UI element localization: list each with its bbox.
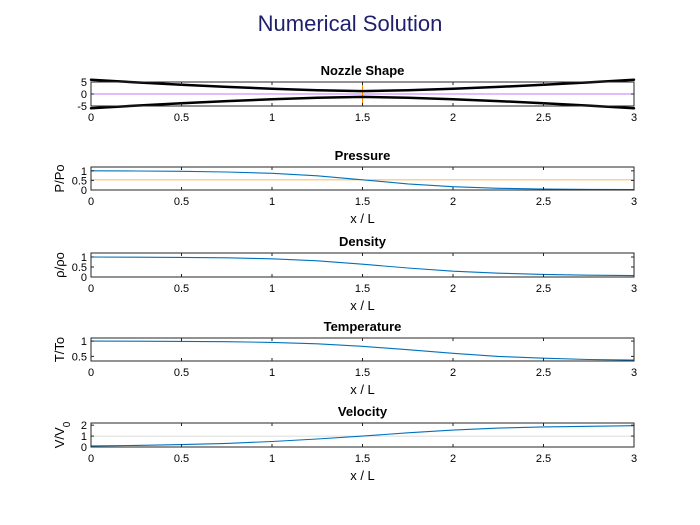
x-tick-label: 3 — [631, 453, 637, 465]
y-axis-label: P/Po — [52, 164, 67, 192]
x-tick-label: 1.5 — [355, 112, 370, 124]
x-tick-label: 0.5 — [174, 453, 189, 465]
y-tick-label: 0 — [81, 89, 87, 101]
plot-area — [91, 253, 634, 277]
subplot-title: Pressure — [335, 148, 391, 163]
x-axis-label: x / L — [350, 468, 375, 483]
y-tick-label: 1 — [81, 431, 87, 443]
x-tick-label: 2.5 — [536, 196, 551, 208]
y-axis-label: ρ/ρo — [52, 252, 67, 278]
x-tick-label: 1 — [269, 196, 275, 208]
subplot-title: Temperature — [324, 319, 402, 334]
x-tick-label: 0.5 — [174, 367, 189, 379]
y-tick-label: 0 — [81, 442, 87, 454]
figure-title: Numerical Solution — [258, 11, 443, 36]
x-tick-label: 0 — [88, 283, 94, 295]
y-tick-label: 5 — [81, 77, 87, 89]
x-tick-label: 3 — [631, 367, 637, 379]
subplot-title: Nozzle Shape — [321, 63, 405, 78]
y-tick-label: 0.5 — [72, 351, 87, 363]
x-tick-label: 1 — [269, 112, 275, 124]
x-axis-label: x / L — [350, 298, 375, 313]
x-tick-label: 2.5 — [536, 453, 551, 465]
x-tick-label: 1 — [269, 283, 275, 295]
x-tick-label: 1.5 — [355, 367, 370, 379]
y-axis-label: V/V0 — [52, 421, 73, 448]
x-tick-label: 2.5 — [536, 112, 551, 124]
x-tick-label: 0 — [88, 196, 94, 208]
y-tick-label: 0.5 — [72, 175, 87, 187]
x-tick-label: 0.5 — [174, 196, 189, 208]
y-tick-label: 0.5 — [72, 262, 87, 274]
x-tick-label: 2 — [450, 196, 456, 208]
x-tick-label: 3 — [631, 283, 637, 295]
x-tick-label: 0.5 — [174, 112, 189, 124]
x-tick-label: 2 — [450, 367, 456, 379]
y-tick-label: 1 — [81, 252, 87, 264]
x-tick-label: 1 — [269, 367, 275, 379]
subplot-title: Density — [339, 234, 387, 249]
x-tick-label: 1 — [269, 453, 275, 465]
x-tick-label: 2.5 — [536, 283, 551, 295]
x-tick-label: 0.5 — [174, 283, 189, 295]
x-axis-label: x / L — [350, 211, 375, 226]
y-tick-label: 1 — [81, 166, 87, 178]
y-axis-label-text: V/V — [52, 427, 67, 448]
y-tick-label: 0 — [81, 272, 87, 284]
subplot-title: Velocity — [338, 404, 388, 419]
y-axis-label-text: P/Po — [52, 164, 67, 192]
x-tick-label: 3 — [631, 112, 637, 124]
y-tick-label: 2 — [81, 420, 87, 432]
x-tick-label: 1.5 — [355, 196, 370, 208]
y-tick-label: -5 — [77, 101, 87, 113]
x-tick-label: 0 — [88, 367, 94, 379]
x-tick-label: 2 — [450, 112, 456, 124]
y-axis-label-text: ρ/ρo — [52, 252, 67, 278]
x-tick-label: 0 — [88, 453, 94, 465]
y-axis-label-text: T/To — [52, 337, 67, 362]
y-tick-label: 0 — [81, 185, 87, 197]
x-tick-label: 2.5 — [536, 367, 551, 379]
y-axis-label: T/To — [52, 337, 67, 362]
x-tick-label: 0 — [88, 112, 94, 124]
x-tick-label: 2 — [450, 453, 456, 465]
plot-area — [91, 167, 634, 190]
x-tick-label: 3 — [631, 196, 637, 208]
x-tick-label: 1.5 — [355, 453, 370, 465]
x-tick-label: 1.5 — [355, 283, 370, 295]
y-tick-label: 1 — [81, 336, 87, 348]
y-axis-label-subscript: 0 — [62, 421, 73, 427]
x-tick-label: 2 — [450, 283, 456, 295]
plot-area — [91, 338, 634, 361]
x-axis-label: x / L — [350, 382, 375, 397]
